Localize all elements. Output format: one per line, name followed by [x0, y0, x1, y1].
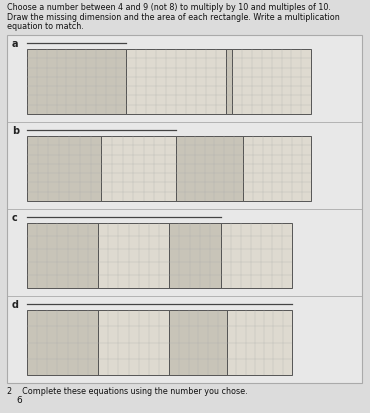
Bar — [169, 310, 227, 375]
Text: a: a — [12, 39, 18, 49]
Bar — [27, 310, 98, 375]
Bar — [243, 136, 311, 201]
Bar — [176, 136, 243, 201]
Bar — [27, 136, 101, 201]
Text: b: b — [12, 126, 19, 136]
Bar — [125, 49, 226, 114]
Text: 6: 6 — [16, 396, 22, 405]
Bar — [7, 35, 362, 383]
Bar — [169, 223, 221, 288]
Bar — [221, 223, 292, 288]
Text: equation to match.: equation to match. — [7, 22, 84, 31]
Bar — [98, 223, 169, 288]
Bar — [232, 49, 311, 114]
Text: Draw the missing dimension and the area of each rectangle. Write a multiplicatio: Draw the missing dimension and the area … — [7, 12, 340, 21]
Bar — [226, 49, 232, 114]
Text: d: d — [12, 300, 19, 310]
Bar — [98, 310, 169, 375]
Bar — [227, 310, 292, 375]
Text: Choose a number between 4 and 9 (not 8) to multiply by 10 and multiples of 10.: Choose a number between 4 and 9 (not 8) … — [7, 3, 331, 12]
Bar — [27, 223, 98, 288]
Text: c: c — [12, 213, 18, 223]
Bar — [101, 136, 176, 201]
Bar — [27, 49, 125, 114]
Text: 2    Complete these equations using the number you chose.: 2 Complete these equations using the num… — [7, 387, 248, 396]
